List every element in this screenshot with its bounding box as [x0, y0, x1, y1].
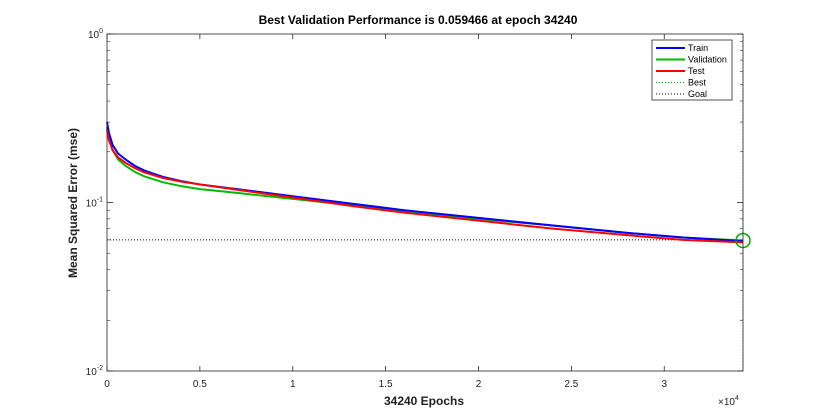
- x-axis-label: 34240 Epochs: [384, 394, 464, 408]
- y-tick-label: 100: [88, 28, 103, 41]
- legend-train-label: Train: [688, 43, 708, 53]
- y-tick-label: 10-1: [86, 197, 103, 210]
- x-tick-label: 2: [476, 379, 482, 390]
- x-exponent-base: ×10: [718, 397, 735, 408]
- x-tick-label: 2.5: [564, 379, 578, 390]
- chart-title: Best Validation Performance is 0.059466 …: [259, 13, 578, 27]
- axis-ticks: 0 0.5 1 1.5 2 2.5 3 100 10-1 10-2: [86, 28, 743, 390]
- x-tick-label: 3: [661, 379, 667, 390]
- x-tick-label: 0.5: [193, 379, 207, 390]
- legend-best-label: Best: [688, 78, 707, 88]
- x-tick-label: 0: [104, 379, 110, 390]
- x-exponent-power: 4: [735, 395, 739, 402]
- legend-validation-label: Validation: [688, 55, 727, 65]
- x-exponent-label: ×104: [718, 395, 739, 408]
- plot-area: 0 0.5 1 1.5 2 2.5 3 100 10-1 10-2: [86, 28, 751, 390]
- series-test-line: [106, 129, 744, 244]
- x-tick-label: 1.5: [379, 379, 393, 390]
- legend-goal-label: Goal: [688, 89, 707, 99]
- legend-test-label: Test: [688, 66, 705, 76]
- plot-background: [107, 34, 743, 371]
- x-tick-label: 1: [290, 379, 296, 390]
- y-axis-label: Mean Squared Error (mse): [66, 128, 80, 278]
- y-tick-label: 10-2: [86, 365, 103, 378]
